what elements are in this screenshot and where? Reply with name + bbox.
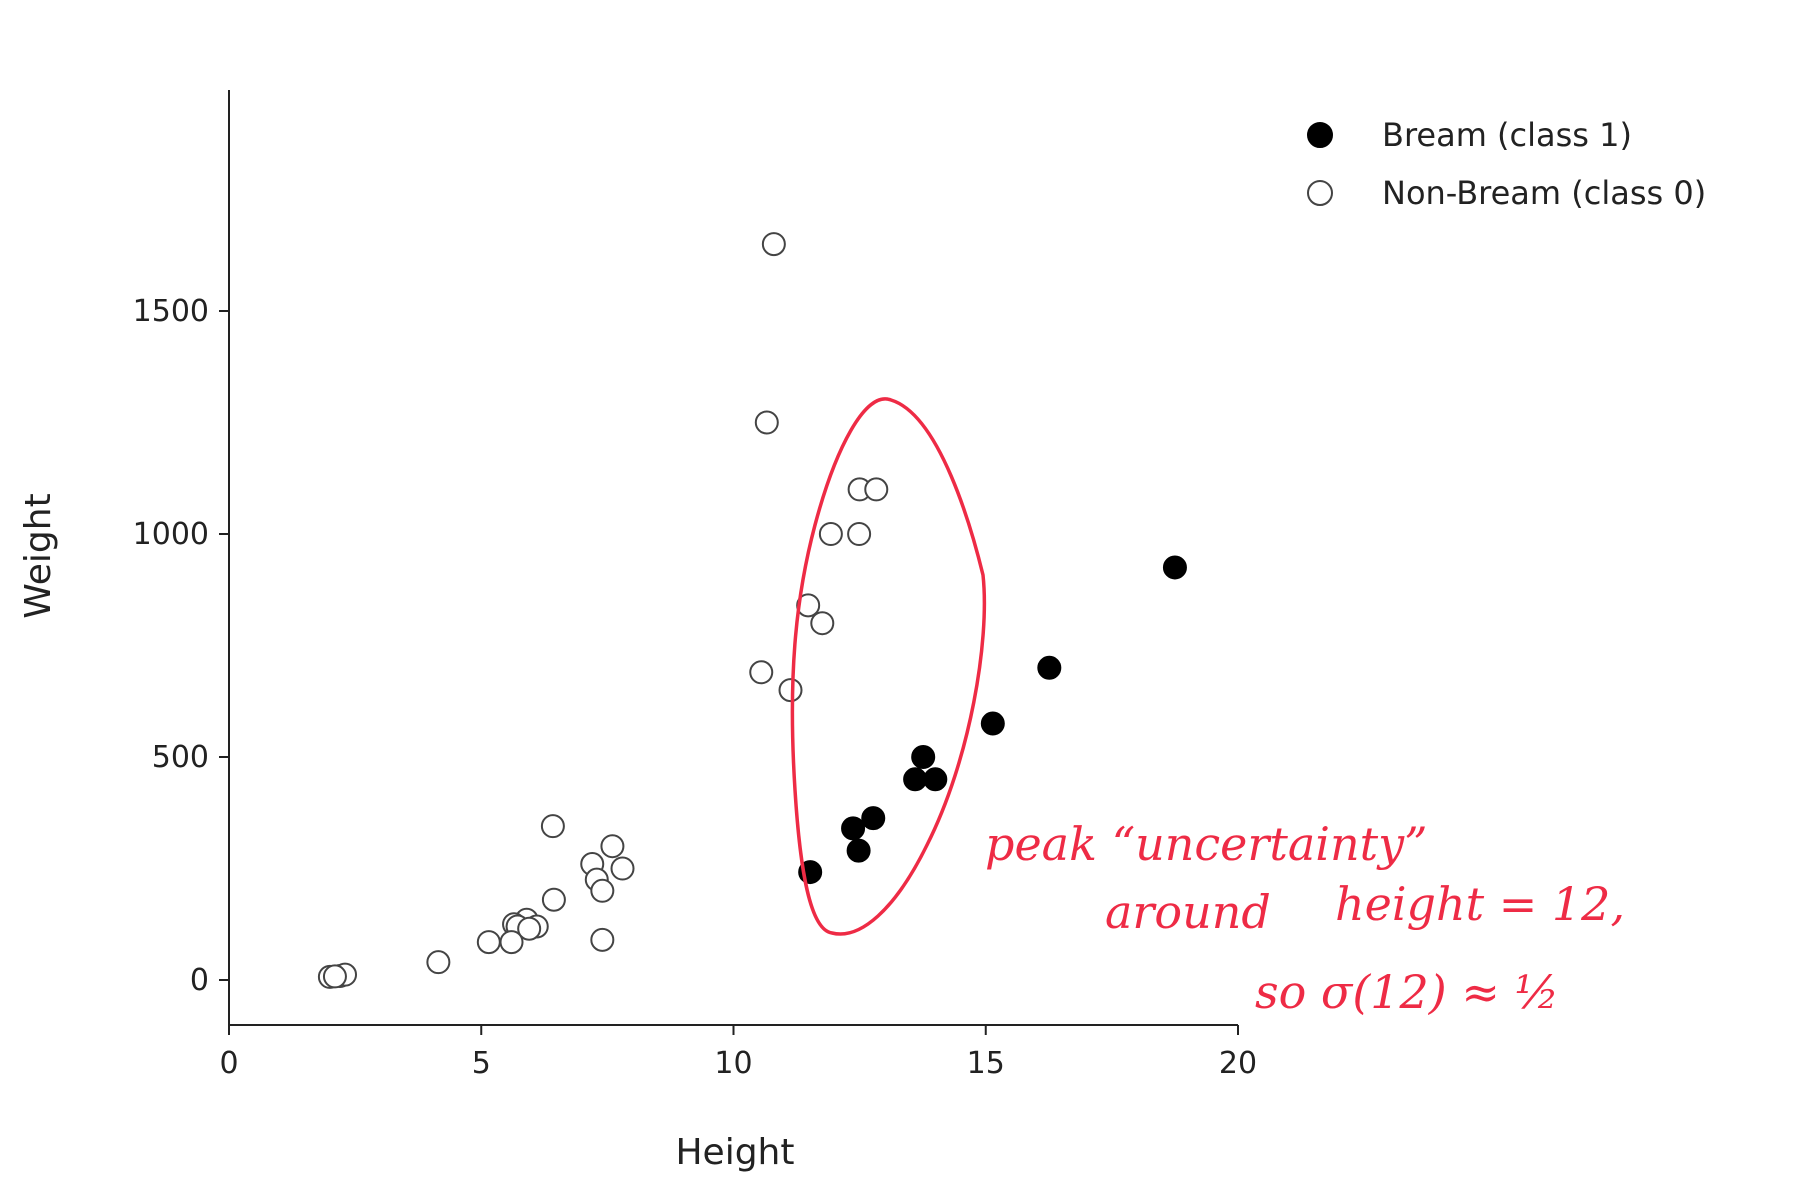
x-tick-label: 10	[714, 1046, 752, 1081]
bream-point	[980, 711, 1005, 736]
x-tick-label: 15	[967, 1046, 1005, 1081]
annotation-line-2: around	[1105, 885, 1271, 939]
y-tick-label: 1500	[133, 294, 209, 329]
bream-point	[1162, 555, 1187, 580]
uncertainty-ellipse	[790, 397, 987, 936]
bream-point	[841, 816, 866, 841]
y-tick-label: 500	[152, 740, 209, 775]
non-bream-point	[541, 887, 566, 912]
non-bream-point	[754, 410, 779, 435]
non-bream-point	[322, 964, 347, 989]
legend: Bream (class 1) Non-Bream (class 0)	[1307, 116, 1706, 212]
x-tick-label: 0	[219, 1046, 238, 1081]
bream-point	[923, 767, 948, 792]
annotation-line-1: peak “uncertainty”	[985, 817, 1428, 871]
non-bream-point	[590, 927, 615, 952]
annotation-line-4: so σ(12) ≈ ½	[1255, 965, 1559, 1019]
y-axis-title: Weight	[18, 493, 59, 618]
x-tick-label: 20	[1219, 1046, 1257, 1081]
data-points	[317, 232, 1187, 989]
bream-point	[846, 838, 871, 863]
non-bream-point	[761, 232, 786, 257]
y-tick-label: 1000	[133, 517, 209, 552]
x-tick-label: 5	[472, 1046, 491, 1081]
bream-point	[1037, 655, 1062, 680]
non-bream-point	[600, 834, 625, 859]
bream-point	[861, 806, 886, 831]
axes: 0 5 10 15 20 0 500 1000 1500	[133, 90, 1257, 1081]
non-bream-point	[810, 611, 835, 636]
legend-label: Bream (class 1)	[1382, 116, 1632, 154]
non-bream-point	[517, 916, 542, 941]
non-bream-point	[476, 930, 501, 955]
non-bream-point	[778, 678, 803, 703]
non-bream-point	[864, 477, 889, 502]
legend-label: Non-Bream (class 0)	[1382, 174, 1706, 212]
non-bream-point	[610, 856, 635, 881]
non-bream-point	[426, 950, 451, 975]
x-axis-title: Height	[675, 1132, 794, 1173]
bream-point	[911, 745, 936, 769]
non-bream-point	[499, 930, 524, 955]
y-tick-label: 0	[190, 963, 209, 998]
legend-marker	[1307, 122, 1333, 148]
non-bream-point	[818, 522, 843, 546]
annotation-line-3: height = 12,	[1335, 877, 1625, 931]
handwritten-annotation: peak “uncertainty” around height = 12, s…	[790, 397, 1625, 1019]
bream-point	[903, 767, 928, 792]
non-bream-point	[847, 522, 872, 546]
non-bream-point	[590, 878, 615, 903]
non-bream-point	[540, 814, 565, 839]
non-bream-point	[749, 660, 774, 685]
non-bream-point	[796, 593, 821, 618]
legend-marker	[1307, 180, 1333, 206]
